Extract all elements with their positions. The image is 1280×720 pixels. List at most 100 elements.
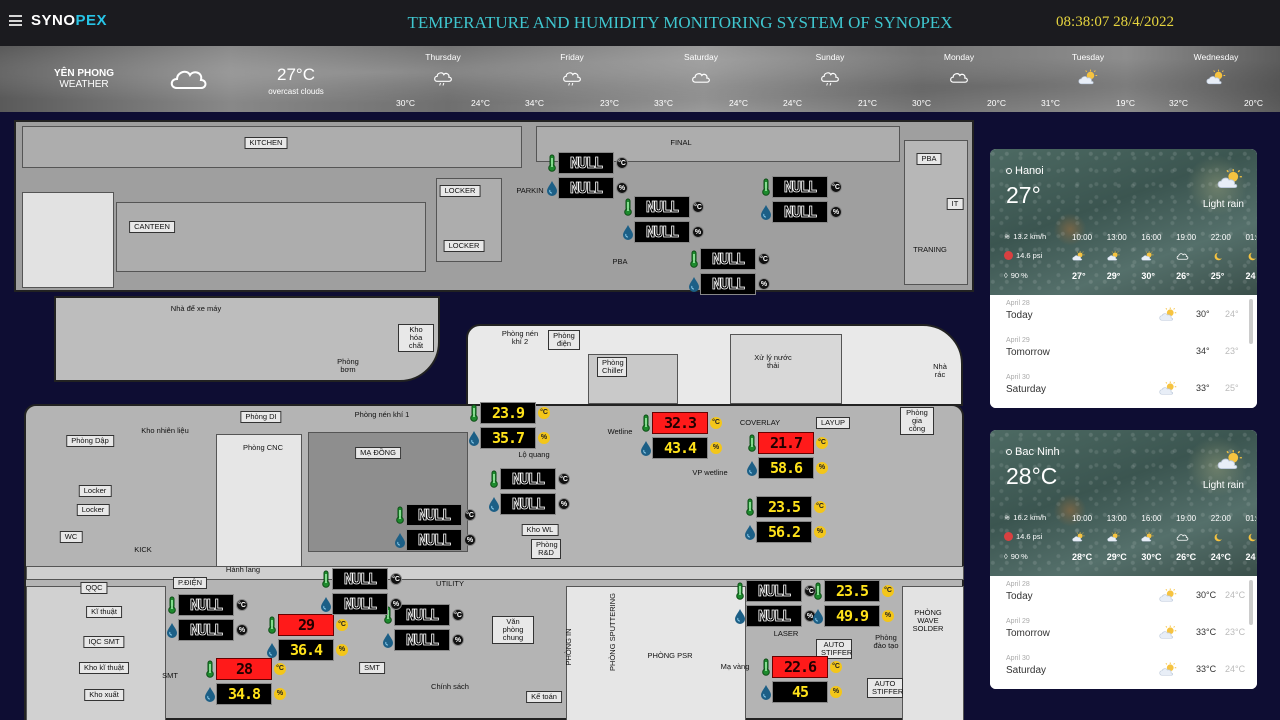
cloud-icon (1176, 250, 1211, 268)
temperature-display: NULL (332, 568, 388, 590)
partly-sunny-icon (1033, 68, 1143, 90)
water-drop-icon (746, 459, 758, 477)
temperature-row: 23.9 °C (468, 402, 552, 424)
label-phong-cnc: Phòng CNC (242, 443, 284, 452)
sensor-coverlay-2[interactable]: 23.5 °C 56.2 % (744, 496, 828, 546)
humidity-display: NULL (406, 529, 462, 551)
water-drop-icon (812, 607, 824, 625)
sensor-smt-b[interactable]: NULL °C NULL % (320, 568, 404, 618)
card-temperature: 27° (1006, 182, 1041, 208)
humidity-row: 45 % (760, 681, 844, 703)
sensor-wetline[interactable]: 32.3 °C 43.4 % (640, 412, 724, 462)
daily-row: April 30 Saturday 33° 25° (1006, 374, 1239, 404)
temperature-row: 23.5 °C (744, 496, 828, 518)
label-kho-nhien-lieu: Kho nhiên liệu (141, 426, 189, 435)
cloud-icon (168, 62, 208, 97)
percent-unit: % (816, 462, 828, 474)
celsius-unit: °C (464, 509, 476, 521)
label-phong-chiller: Phòng Chiller (597, 357, 627, 377)
forecast-day-thursday: Thursday 30°C 24°C (388, 52, 498, 108)
sensor-laser[interactable]: NULL °C NULL % (734, 580, 818, 630)
label-locker-2: LOCKER (443, 240, 485, 252)
building-north (14, 120, 974, 292)
hourly-times: 10:00 13:00 16:00 19:00 22:00 01:0 (1072, 514, 1257, 523)
sensor-smt-a[interactable]: 29 °C 36.4 % (266, 614, 350, 664)
thermometer-icon (488, 470, 500, 488)
hamburger-menu-icon[interactable] (9, 15, 22, 26)
humidity-row: NULL % (622, 221, 706, 243)
percent-unit: % (710, 442, 722, 454)
humidity-row: 58.6 % (746, 457, 830, 479)
sensor-coverlay[interactable]: 21.7 °C 58.6 % (746, 432, 830, 482)
sensor-pba[interactable]: NULL °C NULL % (688, 248, 772, 298)
partly-sunny-icon (1107, 250, 1142, 268)
cloud-icon (646, 68, 756, 90)
humidity-row: 43.4 % (640, 437, 724, 459)
label-nha-rac: Nhà rác (933, 362, 947, 379)
humidity-display: NULL (634, 221, 690, 243)
wind-row: ≋ 16.2 km/h (1004, 513, 1046, 522)
sensor-may-vang[interactable]: 22.6 °C 45 % (760, 656, 844, 706)
daily-forecast-list[interactable]: April 28 Today 30° 24° April 29 Tomorrow… (990, 295, 1257, 408)
temperature-display: 32.3 (652, 412, 708, 434)
humidity-row: 34.8 % (204, 683, 288, 705)
room-final-top (536, 126, 900, 162)
daily-high: 30° (1196, 309, 1210, 319)
label-wetline: Wetline (607, 427, 633, 436)
daily-scrollbar[interactable] (1249, 299, 1253, 344)
label-phong-psr: PHÒNG PSR (647, 651, 693, 660)
water-drop-icon (734, 607, 746, 625)
daily-forecast-list[interactable]: April 28 Today 30°C 24°C April 29 Tomorr… (990, 576, 1257, 689)
humidity-row: 49.9 % (812, 605, 896, 627)
hour-temp: 27° (1072, 271, 1086, 281)
sensor-smt-c[interactable]: 28 °C 34.8 % (204, 658, 288, 708)
label-utility: UTILITY (436, 579, 464, 588)
temperature-row: NULL °C (688, 248, 772, 270)
sensor-ma-dong[interactable]: NULL °C NULL % (394, 504, 478, 554)
humidity-display: 35.7 (480, 427, 536, 449)
thermometer-icon (320, 570, 332, 588)
sensor-final-mid[interactable]: NULL °C NULL % (622, 196, 706, 246)
water-drop-icon (622, 223, 634, 241)
hourly-icons (1072, 531, 1257, 549)
celsius-unit: °C (758, 253, 770, 265)
celsius-unit: °C (882, 585, 894, 597)
water-drop-icon (760, 683, 772, 701)
hourly-temps: 28°C 29°C 30°C 26°C 24°C 24 (1072, 552, 1257, 562)
label-kick: KICK (134, 545, 152, 554)
sensor-parking[interactable]: NULL °C NULL % (546, 152, 630, 202)
room-canteen (116, 202, 426, 272)
sensor-lo-quang[interactable]: NULL °C NULL % (488, 468, 572, 518)
moon-icon (1211, 250, 1246, 268)
forecast-high: 24°C (783, 98, 802, 108)
humidity-display: NULL (772, 201, 828, 223)
label-smt-2: SMT (359, 662, 385, 674)
label-kho-hoa-chat: Kho hóa chất (398, 324, 434, 352)
current-weather: 27°C overcast clouds (258, 65, 334, 96)
daily-scrollbar[interactable] (1249, 580, 1253, 625)
label-final: FINAL (670, 138, 692, 147)
label-phong-bom: Phòng bơm (337, 357, 359, 374)
celsius-unit: °C (336, 619, 348, 631)
weather-card-hanoi[interactable]: Hanoi 27° Light rain ≋ 13.2 km/h 14.6 psi… (990, 149, 1257, 408)
forecast-low: 23°C (600, 98, 619, 108)
percent-unit: % (464, 534, 476, 546)
hour-temp: 26° (1176, 271, 1190, 281)
humidity-display: 43.4 (652, 437, 708, 459)
weather-card-bac-ninh[interactable]: Bac Ninh 28°C Light rain ≋ 16.2 km/h 14.6… (990, 430, 1257, 689)
sensor-phong-nen-khi-1[interactable]: 23.9 °C 35.7 % (468, 402, 552, 452)
thermometer-icon (468, 404, 480, 422)
temperature-display: 22.6 (772, 656, 828, 678)
sensor-zone-a[interactable]: NULL °C NULL % (760, 176, 844, 226)
hour-temp: 26°C (1176, 552, 1197, 562)
forecast-day-friday: Friday 34°C 23°C (517, 52, 627, 108)
city-name: Hanoi (1006, 165, 1044, 177)
temperature-row: 21.7 °C (746, 432, 830, 454)
pressure-row: 14.6 psi (1004, 532, 1042, 541)
building-utility-block (466, 324, 963, 406)
sensor-utility[interactable]: NULL °C NULL % (382, 604, 466, 654)
sensor-ki-thuat[interactable]: NULL °C NULL % (166, 594, 250, 644)
sensor-auto-stiffer[interactable]: 23.5 °C 49.9 % (812, 580, 896, 630)
hour-temp: 24°C (1210, 552, 1231, 562)
